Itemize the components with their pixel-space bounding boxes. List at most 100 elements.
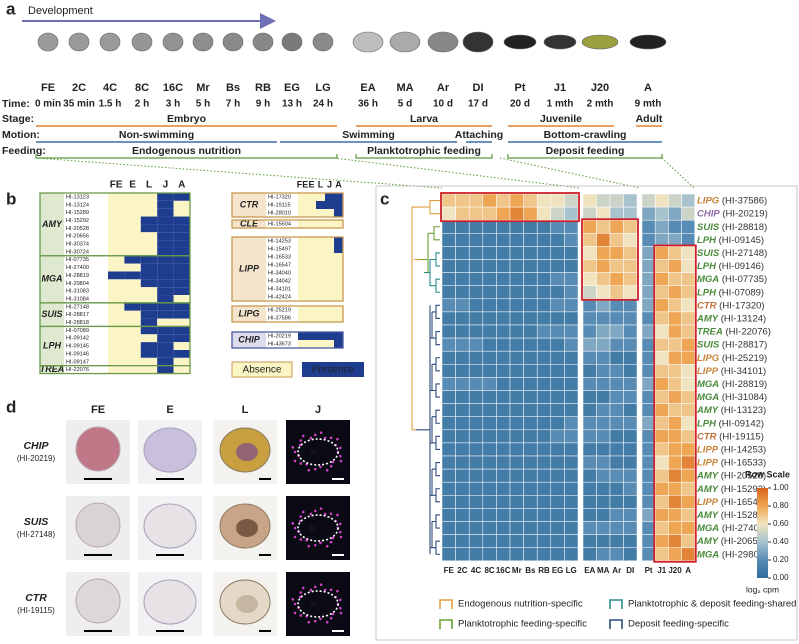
heat-cell: [582, 285, 597, 300]
heat-cell: [550, 534, 565, 548]
legend-presence: [302, 362, 364, 377]
heat-cell: [468, 246, 484, 260]
presence-cell: [108, 318, 125, 327]
egg: [75, 578, 121, 624]
gene-family: MGA: [697, 378, 719, 389]
gene-id: (HI-27400): [722, 523, 767, 534]
heat-cell: [536, 233, 552, 247]
presence-cell: [325, 201, 334, 209]
signal: [299, 614, 303, 617]
heat-cell: [641, 377, 656, 391]
presence-cell: [307, 193, 316, 201]
heat-cell: [641, 311, 656, 326]
heat-cell: [441, 259, 456, 273]
presence-cell: [307, 277, 316, 285]
presence-cell: [157, 310, 174, 319]
gene-family: LPH: [697, 287, 717, 298]
connector: [499, 157, 641, 189]
heat-cell: [496, 429, 511, 444]
heat-column-label: EA: [584, 566, 595, 575]
heat-cell: [668, 298, 682, 313]
signal: [339, 446, 342, 450]
stage-time: 5 h: [196, 99, 210, 110]
gene-id: (HI-34101): [721, 365, 766, 376]
presence-cell: [124, 302, 141, 311]
heat-cell: [654, 206, 669, 221]
signal: [299, 462, 303, 465]
stage-name: Pt: [515, 82, 526, 94]
heat-cell: [468, 285, 484, 300]
heat-cell: [536, 403, 552, 417]
gene-id: (HI-29804): [722, 549, 767, 560]
presence-cell: [334, 285, 343, 293]
gene-id: (HI-20528): [721, 470, 766, 481]
heat-cell: [582, 495, 597, 509]
stage-icon: [581, 34, 619, 50]
heat-cell: [550, 324, 565, 339]
group-cell: [40, 302, 64, 327]
stage-name: Ar: [437, 82, 450, 94]
heat-cell: [550, 272, 565, 286]
heat-cell: [455, 390, 470, 404]
heat-cell: [468, 495, 484, 509]
heat-cell: [550, 193, 565, 208]
heat-cell: [582, 298, 597, 313]
presence-cell: [325, 277, 334, 285]
gene-id: HI-17320: [268, 194, 291, 200]
heat-cell: [641, 455, 656, 470]
gene-id: (HI-15292): [721, 483, 766, 494]
id-cell: [64, 255, 108, 303]
micrograph: [286, 572, 350, 636]
dendrogram: [411, 206, 420, 431]
gene-id: (HI-25219): [722, 352, 767, 363]
heat-cell: [564, 219, 579, 234]
signal: [319, 431, 323, 434]
heat-cell: [681, 429, 696, 444]
gene-label: LPH (HI-07089): [697, 287, 764, 298]
gene-label: MGA (HI-29804): [697, 549, 767, 560]
colorbar-tick-label: 0.20: [773, 555, 789, 564]
heat-cell: [668, 455, 682, 470]
stage-name: J1: [554, 82, 566, 94]
presence-cell: [298, 261, 307, 269]
group-cell: [232, 237, 266, 301]
heat-cell: [441, 377, 456, 391]
signal: [293, 459, 297, 463]
heat-cell: [550, 364, 565, 378]
id-cell: [64, 302, 108, 327]
heat-cell: [536, 495, 552, 509]
presence-cell: [173, 208, 190, 217]
legend-bracket: [439, 619, 453, 629]
heat-cell: [550, 403, 565, 417]
gene-id: HI-15292: [66, 218, 89, 224]
heat-cell: [609, 534, 624, 548]
heat-cell: [482, 364, 497, 378]
presence-cell: [307, 220, 316, 228]
heat-cell: [654, 547, 669, 562]
heat-cell: [623, 233, 638, 247]
stage-name: 16C: [163, 82, 183, 94]
presence-cell: [325, 193, 334, 201]
heat-cell: [496, 364, 511, 378]
presence-cell: [140, 342, 158, 350]
gene-id: HI-28819: [66, 273, 89, 279]
gene-label: CTR (HI-17320): [697, 300, 765, 311]
lumen-label: In: [310, 448, 317, 457]
legend-absence: [231, 361, 293, 378]
group-name: CTR: [240, 199, 259, 209]
gene-id: HI-27148: [66, 304, 89, 310]
gene-label: LIPP (HI-16547): [697, 496, 766, 507]
heat-cell: [468, 233, 484, 247]
stage-icon: [37, 32, 59, 52]
heat-cell: [496, 416, 511, 431]
stage-time: 5 d: [398, 99, 412, 110]
heat-cell: [496, 337, 511, 352]
gene-family: CHIP: [697, 208, 720, 219]
heat-cell: [641, 495, 656, 509]
heat-cell: [441, 219, 456, 234]
heat-cell: [441, 495, 456, 509]
presence-cell: [124, 357, 141, 366]
presence-cell: [173, 279, 190, 288]
heat-cell: [609, 206, 624, 221]
heat-cell: [654, 495, 669, 509]
